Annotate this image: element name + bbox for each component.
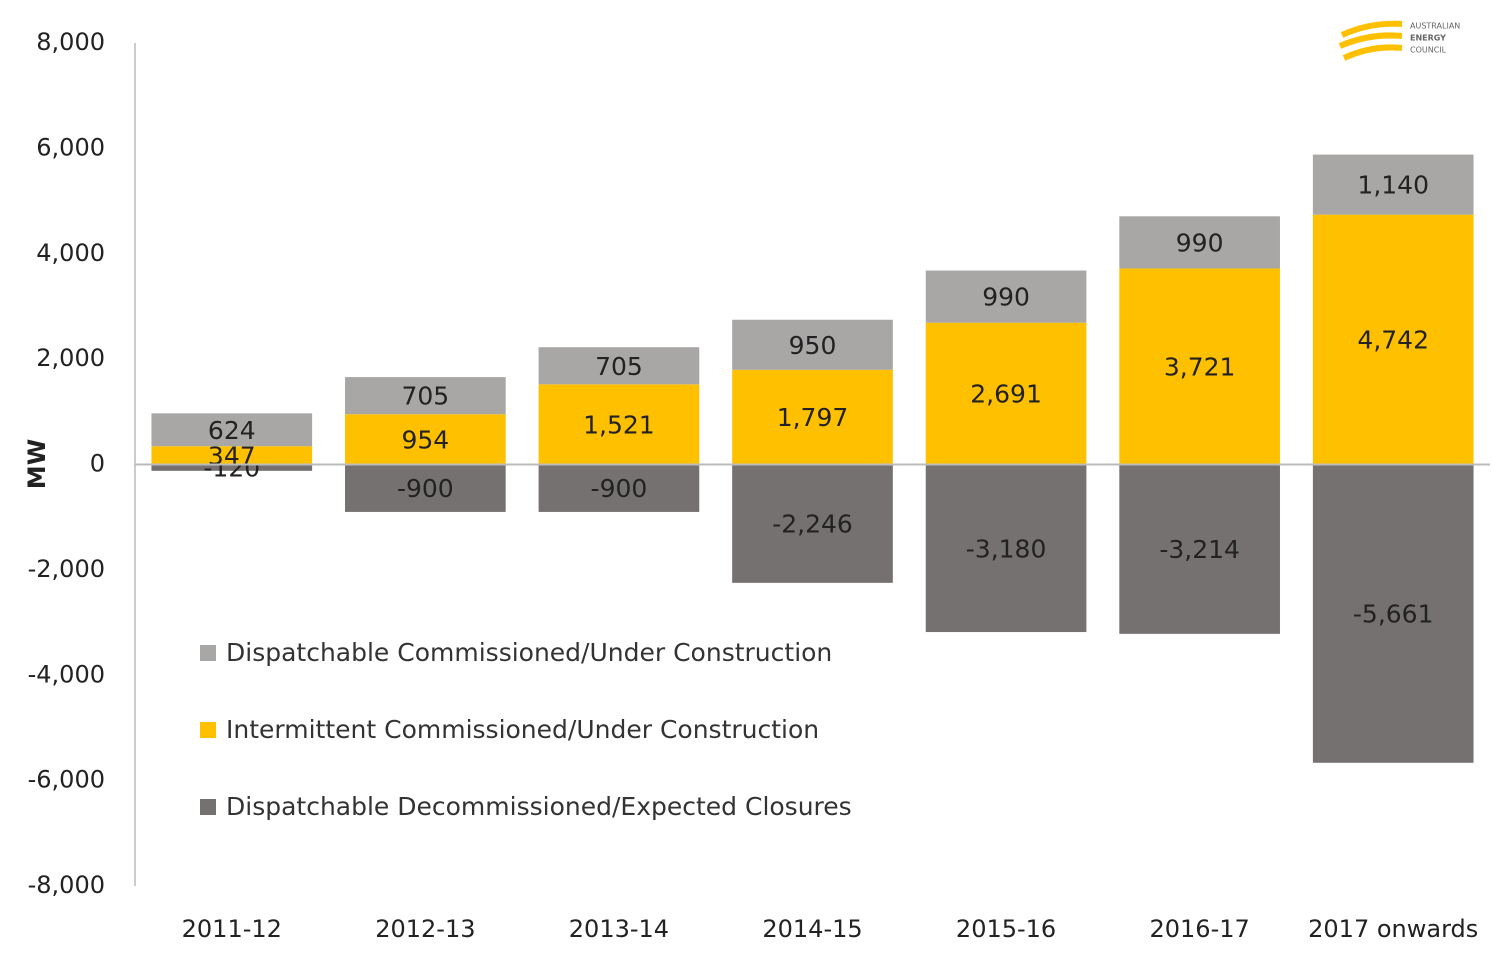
data-label: 705 <box>595 352 643 381</box>
bar-segment <box>925 464 1087 633</box>
bar-segment <box>732 464 893 583</box>
legend-label: Dispatchable Commissioned/Under Construc… <box>226 638 832 667</box>
bar-segment <box>925 270 1087 323</box>
logo-swoosh <box>1340 20 1403 38</box>
y-tick-label: -8,000 <box>28 871 105 899</box>
y-axis-label: MW <box>23 439 51 489</box>
bar-segment <box>151 464 313 471</box>
data-label: 1,797 <box>777 403 849 432</box>
data-label: -900 <box>397 474 454 503</box>
bar-segment <box>538 384 700 465</box>
x-tick-label: 2016-17 <box>1150 915 1250 943</box>
y-tick-label: -6,000 <box>28 766 105 794</box>
data-label: 2,691 <box>970 380 1042 409</box>
data-label: 624 <box>208 416 256 445</box>
data-label: 990 <box>982 283 1030 312</box>
data-label: 1,521 <box>583 410 655 439</box>
logo-text: ENERGY <box>1410 34 1446 43</box>
bar-segment <box>151 446 313 465</box>
data-label: -3,180 <box>966 534 1047 563</box>
x-tick-label: 2015-16 <box>956 915 1056 943</box>
bar-segment <box>151 413 313 447</box>
bar-segment <box>1312 154 1474 215</box>
bar-segment <box>732 369 893 465</box>
y-tick-label: 2,000 <box>36 344 105 372</box>
bar-segment <box>345 377 506 415</box>
bar-segment <box>345 464 506 512</box>
y-tick-label: 4,000 <box>36 239 105 267</box>
bar-segment <box>1312 464 1474 763</box>
logo-swoosh <box>1342 44 1403 61</box>
y-tick-label: -4,000 <box>28 660 105 688</box>
logo-text: AUSTRALIAN <box>1410 22 1460 31</box>
logo: AUSTRALIAN ENERGY COUNCIL <box>1338 20 1460 61</box>
x-tick-label: 2011-12 <box>182 915 282 943</box>
data-label: 1,140 <box>1357 171 1429 200</box>
legend-swatch <box>200 645 216 661</box>
data-label: 990 <box>1176 228 1224 257</box>
data-label: 705 <box>401 382 449 411</box>
bar-segment <box>1119 464 1280 634</box>
bar-segment <box>1119 268 1280 465</box>
bar-segment <box>538 347 700 385</box>
bar-segment <box>732 319 893 370</box>
data-label: -900 <box>591 474 648 503</box>
legend-label: Intermittent Commissioned/Under Construc… <box>226 715 819 744</box>
data-label: -5,661 <box>1353 600 1434 629</box>
data-label: -3,214 <box>1159 535 1240 564</box>
data-label: 950 <box>789 331 837 360</box>
x-tick-label: 2017 onwards <box>1308 915 1478 943</box>
x-tick-label: 2012-13 <box>375 915 475 943</box>
legend-swatch <box>200 799 216 815</box>
y-tick-label: 6,000 <box>36 133 105 161</box>
x-tick-label: 2014-15 <box>762 915 862 943</box>
logo-text: COUNCIL <box>1410 46 1447 55</box>
bar-segment <box>1119 216 1280 269</box>
legend-label: Dispatchable Decommissioned/Expected Clo… <box>226 792 852 821</box>
logo-swoosh <box>1338 32 1403 49</box>
data-label: 4,742 <box>1357 326 1429 355</box>
bar-segment <box>925 322 1087 465</box>
x-tick-label: 2013-14 <box>569 915 669 943</box>
y-tick-label: -2,000 <box>28 555 105 583</box>
data-label: 954 <box>401 425 449 454</box>
data-label: -2,246 <box>772 510 853 539</box>
y-tick-label: 8,000 <box>36 28 105 56</box>
legend-swatch <box>200 722 216 738</box>
bar-segment <box>538 464 700 512</box>
bar-segment <box>1312 214 1474 465</box>
y-tick-label: 0 <box>90 450 105 478</box>
data-label: 3,721 <box>1164 352 1236 381</box>
bar-segment <box>345 414 506 465</box>
